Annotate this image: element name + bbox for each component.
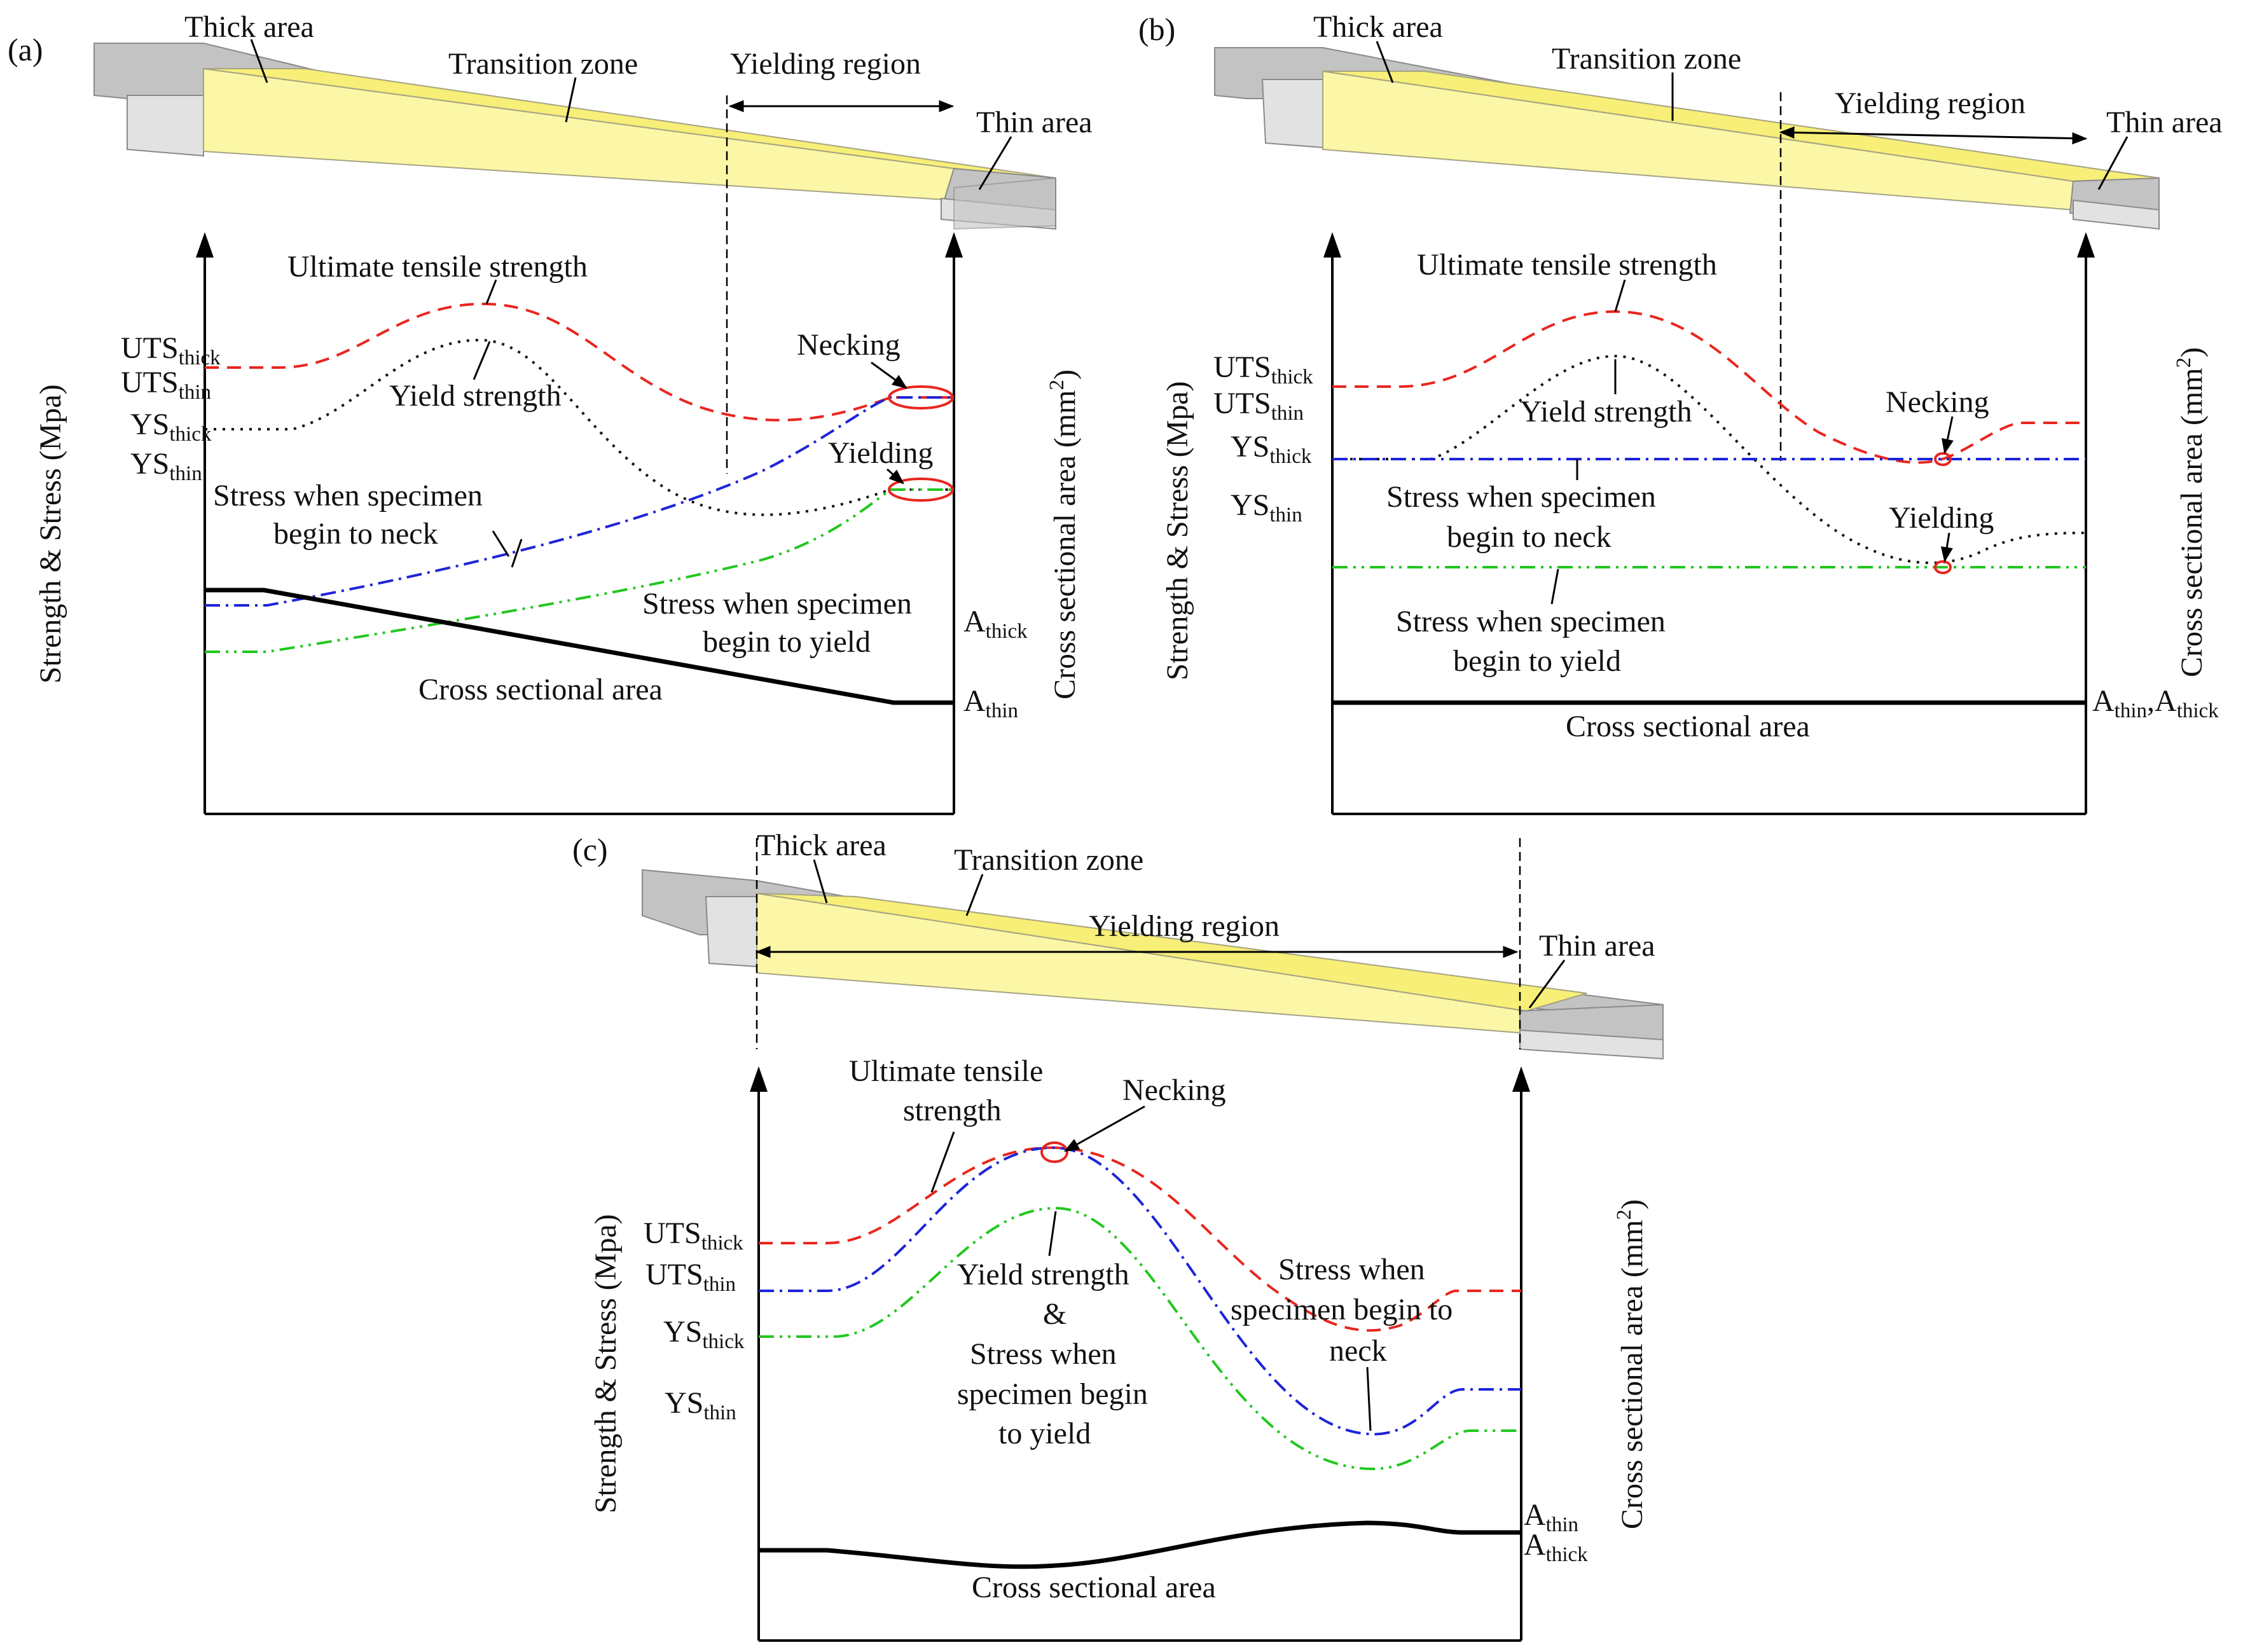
panel-c-neck-stress-line2: specimen begin to: [1231, 1293, 1453, 1326]
panel-b-ys-curve: [1332, 354, 2087, 565]
panel-c: (c) Thick area Transition zone Yielding …: [572, 829, 1664, 1642]
panel-a-necking-ring: [888, 385, 954, 410]
panel-a-necking-label: Necking: [797, 328, 901, 362]
panel-c-transition-zone: Transition zone: [954, 843, 1143, 877]
panel-b: (b) Thick area Transition zone Yielding …: [1138, 10, 2223, 815]
panel-a-yielding-ring: [888, 478, 954, 502]
panel-a-ys-thin: YSthin: [130, 447, 202, 485]
panel-b-a-both: Athin,Athick: [2092, 684, 2219, 722]
panel-a-uts-label: Ultimate tensile strength: [287, 250, 588, 284]
panel-a-uts-thin: UTSthin: [121, 366, 211, 404]
panel-a-ys-label: Yield strength: [389, 379, 562, 413]
panel-c-neck-stress-line3: neck: [1329, 1334, 1387, 1368]
panel-a: (a) Thick area Transition zone Yielding …: [8, 10, 1093, 815]
panel-b-uts-thin: UTSthin: [1213, 387, 1304, 425]
panel-b-yielding-region: Yielding region: [1835, 86, 2026, 120]
panel-b-yield-stress-line2: begin to yield: [1453, 644, 1621, 678]
panel-b-ys-thick: YSthick: [1231, 430, 1312, 468]
panel-c-ys-stress-line5: to yield: [998, 1417, 1091, 1450]
panel-a-area-curve: [205, 588, 954, 705]
panel-c-ys-stress-line2: &: [1043, 1297, 1066, 1331]
panel-b-yielding-label: Yielding: [1889, 501, 1994, 535]
panel-a-yielding-region: Yielding region: [730, 47, 921, 81]
panel-a-uts-thick: UTSthick: [121, 331, 221, 369]
panel-c-yielding-region: Yielding region: [1089, 909, 1280, 943]
panel-a-thick-area: Thick area: [184, 10, 314, 44]
panel-b-specimen: [1214, 47, 2160, 230]
panel-b-thin-area: Thin area: [2106, 106, 2223, 139]
panel-c-ys-thick: YSthick: [663, 1315, 745, 1353]
panel-c-y-right: Cross sectional area (mm2): [1613, 1199, 1649, 1529]
panel-b-y-left: Strength & Stress (Mpa): [1161, 381, 1194, 680]
panel-a-ys-curve: [205, 338, 954, 516]
panel-b-area-label: Cross sectional area: [1566, 710, 1810, 743]
panel-b-neck-stress-line1: Stress when specimen: [1386, 480, 1656, 514]
panel-a-y-right: Cross sectional area (mm2): [1046, 369, 1082, 699]
panel-a-thin-area: Thin area: [976, 106, 1093, 139]
panel-a-neck-stress-curve: [205, 396, 954, 607]
panel-a-y-left: Strength & Stress (Mpa): [34, 384, 67, 684]
panel-b-y-right: Cross sectional area (mm2): [2172, 347, 2209, 677]
panel-b-ys-thin: YSthin: [1231, 488, 1302, 527]
panel-a-ys-thick: YSthick: [130, 408, 212, 446]
panel-c-thin-area: Thin area: [1539, 929, 1655, 963]
panel-c-yield-stress-curve: [759, 1206, 1521, 1471]
panel-a-yielding-label: Yielding: [828, 436, 933, 470]
panel-c-neck-stress-curve: [759, 1146, 1521, 1436]
panel-b-uts-curve: [1332, 310, 2086, 464]
panel-a-specimen: [93, 43, 1056, 230]
panel-c-uts-label-line2: strength: [903, 1094, 1002, 1127]
panel-a-uts-curve: [205, 302, 954, 422]
panel-b-tag: (b): [1138, 11, 1175, 47]
panel-c-neck-stress-line1: Stress when: [1278, 1253, 1425, 1286]
panel-b-yield-stress-line1: Stress when specimen: [1396, 605, 1666, 638]
panel-c-uts-thick: UTSthick: [644, 1216, 743, 1255]
panel-a-yield-stress-line2: begin to yield: [703, 625, 871, 659]
panel-a-yield-stress-line1: Stress when specimen: [642, 587, 912, 621]
panel-c-ys-stress-line1: Yield strength: [957, 1258, 1129, 1291]
panel-b-necking-label: Necking: [1886, 385, 1989, 419]
panel-c-uts-curve: [759, 1146, 1521, 1332]
panel-a-neck-stress-line1: Stress when specimen: [213, 479, 483, 513]
panel-b-uts-label: Ultimate tensile strength: [1417, 248, 1717, 282]
panel-c-ys-thin: YSthin: [665, 1386, 736, 1424]
panel-c-uts-thin: UTSthin: [645, 1258, 736, 1296]
panel-b-neck-stress-line2: begin to neck: [1447, 520, 1612, 554]
panel-b-thick-area: Thick area: [1313, 10, 1443, 44]
panel-a-tag: (a): [8, 32, 43, 67]
panel-c-specimen: [642, 869, 1664, 1060]
panel-c-necking-ring: [1040, 1141, 1068, 1163]
panel-b-transition-zone: Transition zone: [1552, 42, 1741, 76]
panel-c-ys-stress-line4: specimen begin: [957, 1377, 1148, 1411]
panel-c-thick-area: Thick area: [757, 829, 887, 862]
panel-a-a-thin: Athin: [963, 684, 1018, 722]
panel-a-a-thick: Athick: [963, 605, 1028, 643]
panel-b-uts-thick: UTSthick: [1213, 350, 1313, 389]
panel-c-a-thick: Athick: [1524, 1528, 1588, 1566]
panel-c-tag: (c): [572, 832, 608, 867]
panel-c-uts-label-line1: Ultimate tensile: [849, 1054, 1043, 1088]
panel-a-transition-zone: Transition zone: [448, 47, 638, 81]
panel-a-area-label: Cross sectional area: [418, 673, 663, 706]
panel-c-a-thin: Athin: [1524, 1498, 1578, 1536]
panel-c-area-curve: [759, 1520, 1521, 1569]
panel-c-y-left: Strength & Stress (Mpa): [589, 1214, 623, 1513]
panel-c-necking-label: Necking: [1122, 1073, 1226, 1107]
panel-c-area-label: Cross sectional area: [972, 1571, 1216, 1604]
panel-c-ys-stress-line3: Stress when: [970, 1337, 1117, 1371]
panel-a-neck-stress-line2: begin to neck: [273, 517, 438, 551]
panel-b-ys-label: Yield strength: [1520, 395, 1692, 429]
